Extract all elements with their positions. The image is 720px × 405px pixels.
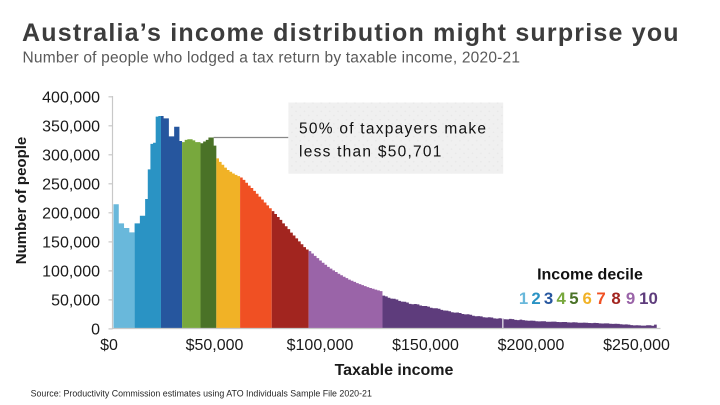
- svg-text:6: 6: [583, 289, 592, 308]
- svg-text:50,000: 50,000: [51, 292, 100, 309]
- svg-text:less than $50,701: less than $50,701: [299, 144, 443, 161]
- svg-text:3: 3: [544, 289, 553, 308]
- svg-text:8: 8: [611, 289, 620, 308]
- svg-text:5: 5: [569, 289, 578, 308]
- svg-text:Source: Productivity Commissio: Source: Productivity Commission estimate…: [31, 389, 372, 399]
- svg-text:Income decile: Income decile: [537, 267, 643, 284]
- svg-text:Number of people who lodged a: Number of people who lodged a tax return…: [23, 49, 521, 66]
- svg-text:1: 1: [519, 289, 528, 308]
- svg-text:100,000: 100,000: [42, 263, 100, 280]
- svg-text:250,000: 250,000: [42, 176, 100, 193]
- svg-text:$50,000: $50,000: [186, 337, 244, 354]
- svg-text:50% of taxpayers make: 50% of taxpayers make: [299, 120, 487, 137]
- svg-text:10: 10: [639, 289, 658, 308]
- svg-text:300,000: 300,000: [42, 147, 100, 164]
- svg-text:2: 2: [531, 289, 540, 308]
- svg-text:4: 4: [557, 289, 567, 308]
- svg-text:Australia’s income distributio: Australia’s income distribution might su…: [22, 19, 680, 47]
- svg-text:400,000: 400,000: [42, 89, 100, 106]
- svg-text:Number of people: Number of people: [13, 137, 30, 265]
- svg-text:200,000: 200,000: [42, 205, 100, 222]
- svg-text:$100,000: $100,000: [287, 337, 354, 354]
- svg-text:$250,000: $250,000: [603, 337, 670, 354]
- svg-text:0: 0: [91, 321, 100, 338]
- svg-text:$0: $0: [100, 337, 118, 354]
- svg-text:Taxable income: Taxable income: [335, 362, 454, 379]
- svg-text:$150,000: $150,000: [392, 337, 459, 354]
- svg-text:9: 9: [626, 289, 635, 308]
- svg-text:150,000: 150,000: [42, 234, 100, 251]
- svg-text:350,000: 350,000: [42, 118, 100, 135]
- svg-text:7: 7: [596, 289, 605, 308]
- svg-text:$200,000: $200,000: [498, 337, 565, 354]
